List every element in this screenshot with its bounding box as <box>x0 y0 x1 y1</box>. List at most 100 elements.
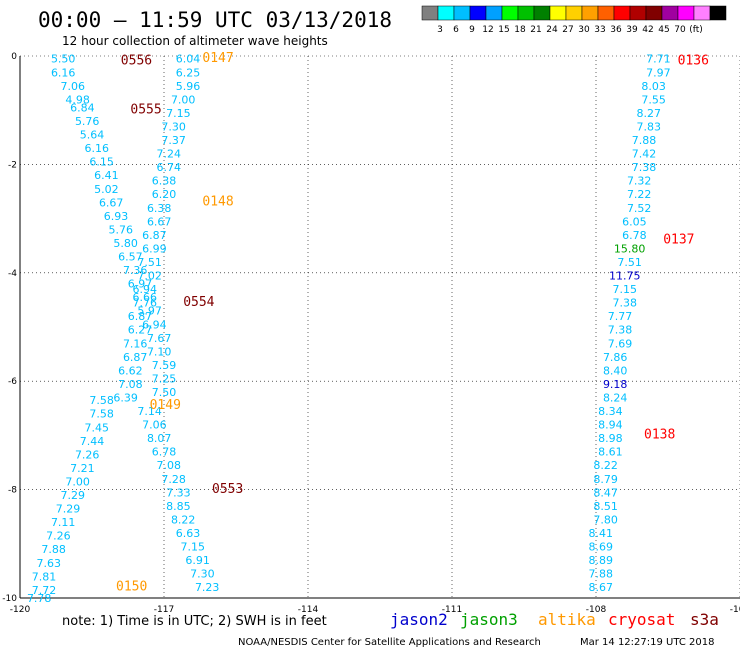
wave-height-value: 7.72 <box>32 584 57 597</box>
track-label: 0138 <box>644 428 675 443</box>
wave-height-value: 7.52 <box>627 202 652 215</box>
wave-height-value: 7.69 <box>608 337 633 350</box>
wave-height-value: 6.57 <box>118 251 143 264</box>
wave-height-value: 6.62 <box>118 364 143 377</box>
colorbar-label: 24 <box>546 25 558 35</box>
wave-height-value: 7.11 <box>51 516 76 529</box>
chart-title: 00:00 – 11:59 UTC 03/13/2018 <box>38 8 392 32</box>
wave-height-value: 8.94 <box>598 419 623 432</box>
color-scale-legend: 3 6 9 12 15 18 21 24 27 30 33 36 39 42 45 70 (ft) <box>421 5 727 35</box>
footer-note: note: 1) Time is in UTC; 2) SWH is in fe… <box>62 614 327 629</box>
wave-height-value: 7.06 <box>61 80 86 93</box>
track-label: 0149 <box>150 398 181 413</box>
wave-height-value: 7.28 <box>161 473 186 486</box>
colorbar-label: 6 <box>453 25 459 35</box>
x-tick-label: -105 <box>730 605 740 615</box>
wave-height-value: 8.61 <box>598 446 623 459</box>
track-label: 0147 <box>202 51 233 66</box>
colorbar-label: 3 <box>437 25 443 35</box>
wave-height-value: 7.88 <box>632 134 657 147</box>
track-label: 0137 <box>663 233 694 248</box>
colorbar-swatch <box>565 5 583 21</box>
wave-height-value: 6.87 <box>142 229 167 242</box>
wave-height-value: 6.16 <box>51 66 76 79</box>
colorbar-label: 36 <box>610 25 622 35</box>
wave-height-value: 7.26 <box>75 448 100 461</box>
series-cryosat: 7.717.978.037.558.277.837.887.427.387.32… <box>589 53 671 594</box>
wave-height-value: 8.07 <box>147 432 172 445</box>
wave-height-value: 6.67 <box>99 196 124 209</box>
track-label: 0555 <box>130 102 161 117</box>
colorbar-swatch <box>437 5 455 21</box>
wave-height-value: 7.42 <box>632 148 657 161</box>
track-label: 0553 <box>212 482 243 497</box>
wave-height-value: 5.02 <box>94 183 119 196</box>
wave-height-value: 5.80 <box>113 237 138 250</box>
colorbar-swatch <box>533 5 551 21</box>
wave-height-value: 6.93 <box>104 210 129 223</box>
colorbar-label: 21 <box>530 25 541 35</box>
wave-height-value: 8.69 <box>589 541 614 554</box>
credit-text: NOAA/NESDIS Center for Satellite Applica… <box>238 637 541 648</box>
wave-height-value: 7.26 <box>46 530 71 543</box>
wave-height-value: 6.39 <box>113 391 138 404</box>
wave-height-value: 6.38 <box>147 202 172 215</box>
colorbar-label: 12 <box>482 25 493 35</box>
wave-height-value: 6.99 <box>142 242 167 255</box>
colorbar-swatch <box>613 5 631 21</box>
wave-height-value: 6.04 <box>176 53 201 66</box>
colorbar-label: 45 <box>658 25 669 35</box>
wave-height-value: 8.79 <box>593 473 618 486</box>
wave-height-value: 7.02 <box>137 270 162 283</box>
y-tick-label: -8 <box>8 486 17 496</box>
wave-height-value: 7.36 <box>123 264 148 277</box>
satellite-name: cryosat <box>608 610 675 629</box>
wave-height-value: 7.33 <box>166 486 191 499</box>
wave-height-value: 7.67 <box>147 332 172 345</box>
series-0553: 7.147.068.076.787.087.287.338.858.226.63… <box>137 405 219 594</box>
wave-height-value: 8.03 <box>641 80 666 93</box>
colorbar-label: (ft) <box>689 25 703 35</box>
wave-height-value: 6.94 <box>133 283 158 296</box>
wave-height-value: 8.47 <box>593 486 618 499</box>
wave-height-value: 6.84 <box>70 101 95 114</box>
wave-height-value: 7.15 <box>613 283 638 296</box>
colorbar-swatch <box>549 5 567 21</box>
wave-height-value: 5.76 <box>75 115 100 128</box>
colorbar-swatch <box>709 5 727 21</box>
wave-height-value: 9.18 <box>603 378 628 391</box>
wave-height-value: 6.16 <box>85 142 110 155</box>
wave-height-value: 7.58 <box>89 394 114 407</box>
wave-height-value: 7.63 <box>37 557 62 570</box>
colorbar-label: 27 <box>562 25 573 35</box>
y-tick-label: -10 <box>2 594 17 604</box>
series-0556: 5.506.167.064.986.845.765.646.166.156.41… <box>51 53 176 399</box>
wave-height-value: 7.08 <box>157 459 182 472</box>
colorbar-label: 15 <box>498 25 509 35</box>
wave-height-value: 8.85 <box>166 500 191 513</box>
colorbar-label: 18 <box>514 25 526 35</box>
wave-height-value: 5.64 <box>80 129 105 142</box>
wave-height-value: 7.30 <box>190 568 215 581</box>
wave-height-value: 6.97 <box>128 278 153 291</box>
wave-height-value: 8.22 <box>593 459 618 472</box>
wave-height-value: 7.24 <box>157 148 182 161</box>
wave-height-value: 7.50 <box>152 386 177 399</box>
wave-height-value: 6.27 <box>128 324 153 337</box>
wave-height-value: 8.24 <box>603 391 628 404</box>
colorbar-label: 33 <box>594 25 605 35</box>
wave-height-value: 6.78 <box>622 229 647 242</box>
wave-height-value: 7.38 <box>608 324 633 337</box>
wave-height-value: 7.38 <box>613 297 638 310</box>
wave-height-value: 8.34 <box>598 405 623 418</box>
wave-height-value: 7.25 <box>152 372 177 385</box>
y-tick-label: -6 <box>8 377 17 387</box>
wave-height-value: 7.45 <box>85 421 110 434</box>
wave-height-value: 7.55 <box>641 93 666 106</box>
satellite-name: jason2 <box>390 610 448 629</box>
wave-height-value: 7.83 <box>637 120 662 133</box>
wave-height-value: 6.25 <box>176 66 201 79</box>
wave-height-value: 7.29 <box>56 503 81 516</box>
wave-height-value: 8.41 <box>589 527 614 540</box>
track-label: 0150 <box>116 579 147 594</box>
